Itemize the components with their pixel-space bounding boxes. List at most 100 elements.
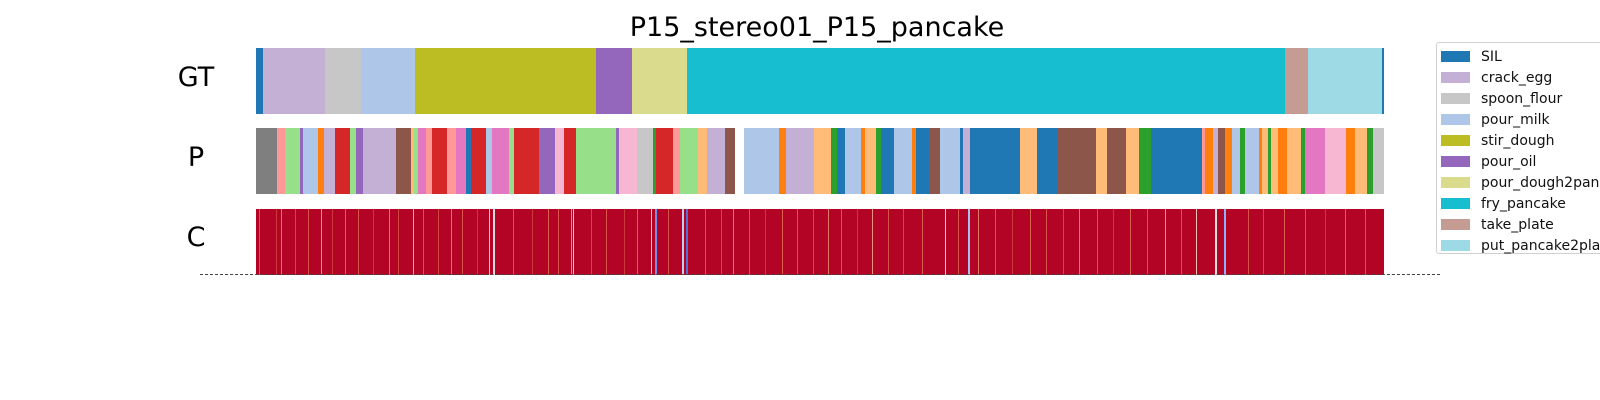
pred-segment <box>1355 128 1367 194</box>
confidence-mark <box>332 209 333 275</box>
confidence-mark <box>321 209 322 275</box>
confidence-mark <box>1097 209 1098 275</box>
pred-segment <box>1213 128 1218 194</box>
confidence-mark <box>513 209 514 275</box>
pred-segment <box>350 128 356 194</box>
pred-segment <box>456 128 466 194</box>
legend-label: spoon_flour <box>1481 90 1563 107</box>
confidence-mark <box>1305 209 1306 275</box>
pred-segment <box>1301 128 1305 194</box>
pred-segment <box>929 128 940 194</box>
confidence-mark <box>1046 209 1047 275</box>
confidence-mark <box>398 209 399 275</box>
confidence-mark <box>733 209 734 275</box>
ground-truth-strip <box>256 48 1384 114</box>
legend-label: pour_dough2pan <box>1481 174 1600 191</box>
gt-segment <box>1382 48 1384 114</box>
confidence-mark <box>573 209 574 275</box>
legend-item: stir_dough <box>1437 130 1600 151</box>
legend-label: take_plate <box>1481 216 1554 233</box>
confidence-mark <box>624 209 625 275</box>
legend-item: pour_oil <box>1437 151 1600 172</box>
confidence-mark <box>1196 209 1197 275</box>
pred-segment <box>1205 128 1213 194</box>
pred-segment <box>1057 128 1096 194</box>
pred-segment <box>318 128 324 194</box>
pred-segment <box>303 128 318 194</box>
confidence-mark <box>1365 209 1366 275</box>
confidence-mark <box>1248 209 1249 275</box>
confidence-mark <box>548 209 549 275</box>
gt-segment <box>687 48 1285 114</box>
confidence-mark <box>413 209 414 275</box>
confidence-mark <box>389 209 390 275</box>
pred-segment <box>509 128 514 194</box>
confidence-mark <box>423 209 424 275</box>
legend-swatch <box>1441 177 1470 188</box>
gt-segment <box>1308 48 1382 114</box>
confidence-mark <box>571 209 572 275</box>
pred-segment <box>576 128 585 194</box>
pred-segment <box>585 128 616 194</box>
confidence-mark <box>655 209 657 275</box>
confidence-mark <box>813 209 814 275</box>
pred-segment <box>1218 128 1225 194</box>
gt-segment <box>415 48 596 114</box>
confidence-mark <box>945 209 946 275</box>
confidence-mark <box>888 209 889 275</box>
pred-segment <box>1268 128 1271 194</box>
confidence-mark <box>1181 209 1182 275</box>
legend-item: fry_pancake <box>1437 193 1600 214</box>
pred-segment <box>1202 128 1205 194</box>
confidence-mark <box>903 209 904 275</box>
pred-segment <box>396 128 411 194</box>
confidence-mark <box>958 209 959 275</box>
pred-segment <box>1325 128 1346 194</box>
confidence-mark <box>872 209 873 275</box>
pred-segment <box>466 128 471 194</box>
legend-item: pour_milk <box>1437 109 1600 130</box>
legend-swatch <box>1441 114 1470 125</box>
pred-segment <box>876 128 881 194</box>
confidence-mark <box>686 209 688 275</box>
gt-segment <box>596 48 632 114</box>
pred-segment <box>539 128 555 194</box>
pred-segment <box>471 128 486 194</box>
pred-segment <box>698 128 707 194</box>
confidence-mark <box>749 209 750 275</box>
pred-segment <box>432 128 447 194</box>
legend-swatch <box>1441 72 1470 83</box>
pred-segment <box>335 128 350 194</box>
legend-swatch <box>1441 198 1470 209</box>
pred-segment <box>912 128 916 194</box>
pred-segment <box>418 128 426 194</box>
pred-segment <box>1126 128 1139 194</box>
pred-segment <box>845 128 861 194</box>
confidence-mark <box>857 209 858 275</box>
pred-segment <box>1259 128 1262 194</box>
gt-segment <box>263 48 325 114</box>
pred-segment <box>1232 128 1240 194</box>
confidence-mark <box>978 209 979 275</box>
pred-segment <box>725 128 735 194</box>
confidence-mark <box>1113 209 1114 275</box>
confidence-mark <box>1147 209 1148 275</box>
confidence-mark <box>1345 209 1346 275</box>
pred-segment <box>277 128 285 194</box>
pred-segment <box>916 128 929 194</box>
confidence-mark <box>308 209 309 275</box>
pred-segment <box>256 128 277 194</box>
pred-segment <box>865 128 876 194</box>
confidence-mark <box>651 209 652 275</box>
pred-segment <box>414 128 418 194</box>
confidence-mark <box>637 209 638 275</box>
confidence-strip <box>256 209 1384 275</box>
confidence-mark <box>1130 209 1131 275</box>
pred-segment <box>1107 128 1126 194</box>
pred-segment <box>363 128 396 194</box>
pred-segment <box>1346 128 1355 194</box>
pred-segment <box>653 128 656 194</box>
pred-segment <box>514 128 539 194</box>
prediction-strip <box>256 128 1384 194</box>
legend-swatch <box>1441 135 1470 146</box>
